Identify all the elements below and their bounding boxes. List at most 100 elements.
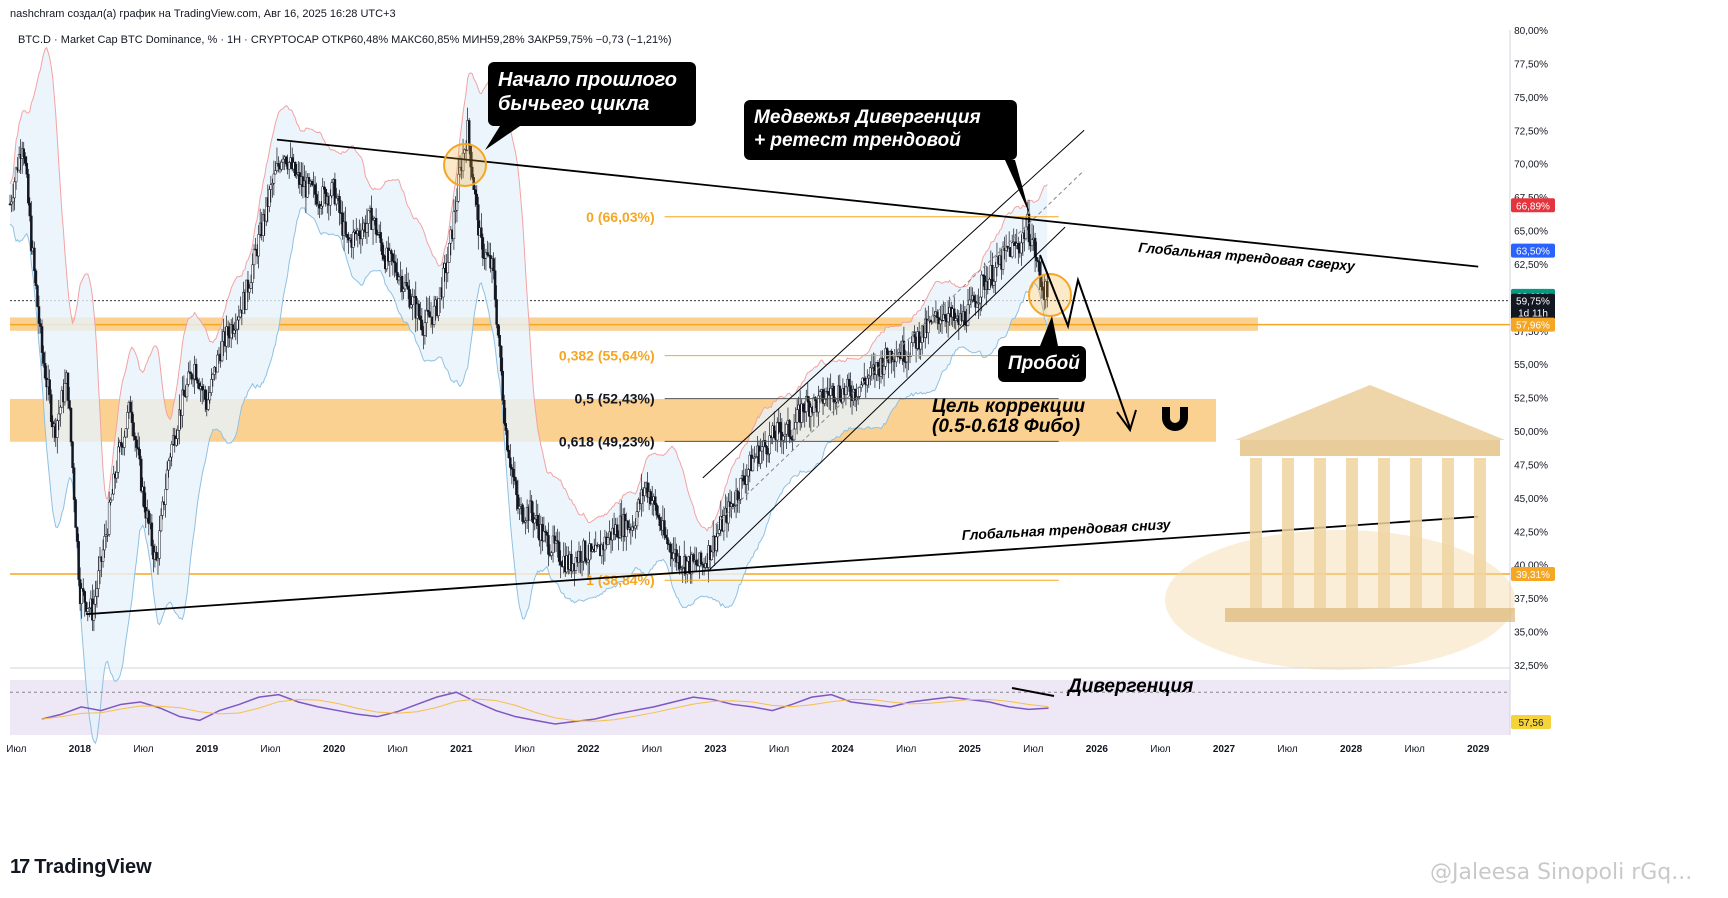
candle-body (59, 406, 62, 415)
candle-body (158, 530, 161, 559)
candle-body (123, 436, 126, 448)
candle-body (545, 532, 549, 536)
candle-body (1046, 281, 1049, 298)
candle-body (862, 377, 866, 382)
candle-body (917, 331, 921, 350)
candle-body (821, 389, 825, 404)
candle-body (178, 409, 181, 431)
candle-body (88, 607, 91, 610)
candle-body (801, 403, 805, 412)
candle-body (550, 552, 553, 556)
bollinger-upper (9, 46, 1048, 532)
candle-body (663, 520, 666, 536)
candle-body (208, 392, 212, 401)
candle-body (36, 285, 39, 307)
target-label-line1: Цель коррекции (932, 396, 1086, 417)
temple-column (1410, 458, 1422, 608)
projection-path (1039, 254, 1131, 429)
candle-body (257, 234, 260, 257)
candle-body (344, 221, 347, 235)
candle-body (191, 378, 195, 381)
x-tick-label: Июл (642, 744, 662, 755)
x-tick-label: 2028 (1340, 744, 1363, 755)
candle-body (530, 500, 533, 514)
candle-body (80, 588, 83, 604)
candle-body (390, 250, 393, 255)
temple-entablature (1240, 440, 1500, 456)
candle-body (486, 252, 489, 256)
candle-body (789, 436, 793, 440)
y-tick-label: 80,00% (1514, 26, 1548, 37)
candle-body (388, 250, 392, 262)
candle-body (345, 234, 349, 238)
candle-body (654, 496, 657, 506)
fib-level-label: 0,618 (49,23%) (559, 433, 655, 449)
tradingview-logo[interactable]: 17 TradingView (10, 856, 152, 879)
candle-body (211, 373, 215, 380)
candle-body (657, 514, 660, 518)
candle-body (142, 486, 146, 508)
candle-body (583, 540, 587, 561)
candle-body (765, 445, 768, 455)
candle-body (170, 444, 173, 458)
price-tag-sub: 1d 11h (1518, 309, 1548, 320)
candle-body (946, 313, 950, 323)
candle-body (826, 391, 829, 394)
candle-body (992, 281, 996, 286)
candle-body (1038, 261, 1041, 276)
candle-body (101, 549, 105, 562)
candle-body (110, 493, 114, 501)
x-tick-label: 2023 (704, 744, 727, 755)
candle-body (792, 428, 796, 441)
candle-body (39, 323, 42, 327)
global-trendline-bottom (86, 515, 1479, 616)
candle-body (24, 156, 27, 164)
candle-body (510, 467, 514, 470)
candle-body (969, 299, 973, 302)
candle-body (107, 501, 111, 535)
candle-body (1035, 257, 1038, 261)
divergence-callout-text: + ретест трендовой (754, 130, 961, 151)
candle-body (220, 340, 224, 362)
candle-body (239, 309, 242, 318)
candle-body (63, 383, 67, 403)
candle-body (130, 411, 134, 423)
candle-body (772, 425, 776, 439)
candle-body (69, 407, 73, 443)
temple-illustration (1165, 530, 1515, 670)
y-tick-label: 57,50% (1514, 327, 1548, 338)
candle-body (557, 541, 561, 562)
candle-body (536, 515, 540, 526)
tradingview-mark-icon: 17 (10, 856, 30, 878)
candle-body (640, 489, 643, 504)
candle-body (1041, 286, 1044, 291)
candle-body (733, 505, 736, 507)
candle-body (167, 460, 170, 471)
candle-body (818, 391, 822, 397)
candle-body (321, 186, 324, 207)
candle-body (406, 285, 410, 290)
candle-body (30, 215, 33, 252)
candle-body (504, 423, 508, 431)
candle-body (910, 342, 913, 356)
divergence-callout (744, 100, 1017, 160)
candle-body (396, 272, 399, 281)
candle-body (994, 267, 997, 282)
candle-body (579, 550, 582, 563)
candle-body (1004, 246, 1008, 251)
candle-body (97, 570, 100, 589)
candle-body (1030, 239, 1034, 247)
x-tick-label: Июл (515, 744, 535, 755)
candle-body (919, 342, 922, 350)
candle-body (737, 498, 741, 501)
candle-body (927, 320, 930, 333)
candle-body (759, 450, 762, 464)
candle-body (294, 162, 297, 177)
candle-body (98, 556, 102, 572)
candle-body (849, 385, 852, 397)
candle-body (92, 603, 96, 621)
candle-body (902, 340, 906, 362)
candle-body (679, 567, 683, 570)
candle-body (686, 560, 689, 575)
